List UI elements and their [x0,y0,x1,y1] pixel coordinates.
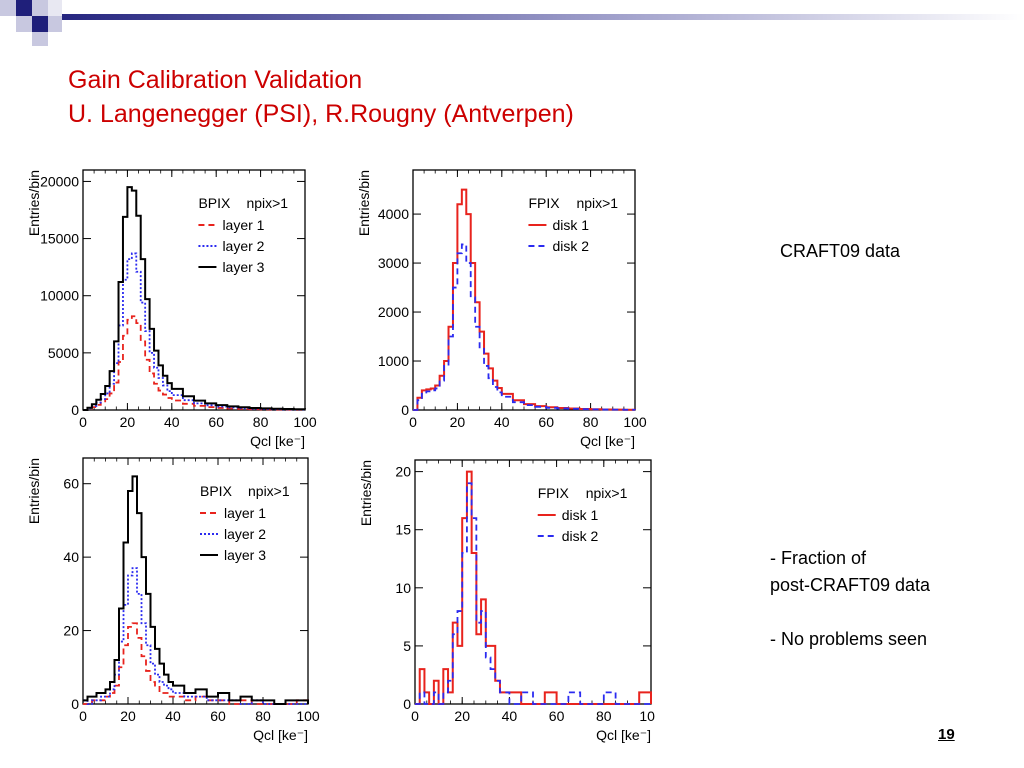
x-tick-label: 80 [255,708,271,724]
legend-entry: disk 2 [552,238,589,254]
page-number: 19 [938,726,955,743]
legend-annotation: npix>1 [246,195,288,211]
deco-square [32,0,48,16]
y-tick-label: 0 [403,696,411,712]
craft09-note: CRAFT09 data [780,241,901,261]
y-tick-label: 60 [63,476,79,492]
legend-title: BPIX [198,195,231,211]
y-axis-label: Entries/bin [356,170,372,236]
y-tick-label: 4000 [378,206,409,222]
x-tick-label: 40 [494,414,510,430]
y-tick-label: 20000 [40,173,79,189]
slide-title: Gain Calibration Validation [68,66,363,94]
x-tick-label: 20 [450,414,466,430]
header-gradient-bar [62,14,1024,20]
series-line-layer-2 [83,567,308,705]
plot-bpix-craft09: 0 20 40 60 80 100 0 5000 10000 15000 20000 Qcl [ke⁻… [26,169,317,449]
x-tick-label: 40 [165,708,181,724]
legend-annotation: npix>1 [248,483,290,499]
x-axis-label: Qcl [ke⁻] [580,433,635,449]
y-tick-label: 3000 [378,255,409,271]
x-axis-label: Qcl [ke⁻] [250,433,305,449]
y-tick-label: 0 [71,696,79,712]
y-tick-label: 1000 [378,353,409,369]
bullet-fraction: - Fraction of [770,548,867,568]
x-tick-label: 0 [79,414,87,430]
legend-entry: layer 1 [224,505,266,521]
legend-entry: layer 2 [224,526,266,542]
y-tick-label: 40 [63,549,79,565]
y-tick-label: 5 [403,638,411,654]
legend-entry: layer 3 [224,547,266,563]
legend-entry: disk 2 [562,528,599,544]
bullet-no-problems: - No problems seen [770,629,928,649]
y-tick-label: 10000 [40,288,79,304]
series-line-layer-3 [83,475,309,705]
y-tick-label: 15 [395,522,411,538]
y-axis-label: Entries/bin [26,458,42,524]
y-axis-label: Entries/bin [358,460,374,526]
legend-title: BPIX [200,483,233,499]
deco-square [16,0,32,16]
x-axis-label: Qcl [ke⁻] [596,727,651,743]
y-tick-label: 0 [71,402,79,418]
x-tick-label: 60 [208,414,224,430]
deco-square [48,16,62,32]
legend-entry: layer 1 [222,217,264,233]
x-tick-label: 100 [296,708,320,724]
legend-entry: disk 1 [552,217,589,233]
legend-title: FPIX [538,485,570,501]
x-tick-label: 20 [120,708,136,724]
x-tick-label: 0 [409,414,417,430]
legend-entry: layer 2 [222,238,264,254]
deco-square [48,0,62,16]
y-tick-label: 5000 [48,345,79,361]
slide-subtitle: U. Langenegger (PSI), R.Rougny (Antverpe… [68,100,574,128]
legend-entry: disk 1 [562,507,599,523]
legend-title: FPIX [528,195,560,211]
plot-fpix-post-craft09: 0 20 40 60 80 100 0 5 10 15 20 Qcl [ke⁻] Entries/bin… [358,459,655,743]
legend-annotation: npix>1 [586,485,628,501]
series-line-disk-2 [413,243,636,411]
y-tick-label: 20 [395,464,411,480]
series-line-layer-3 [83,186,306,411]
header-decoration [0,0,1024,46]
x-tick-label: 80 [583,414,599,430]
plot-bpix-post-craft09: 0 20 40 60 80 100 0 20 40 60 Qcl [ke⁻] Entries/bin B… [26,457,320,743]
x-tick-label: 100 [623,414,647,430]
x-tick-label: 40 [164,414,180,430]
x-tick-label: 80 [253,414,269,430]
legend-annotation: npix>1 [576,195,618,211]
y-tick-label: 20 [63,623,79,639]
x-tick-label: 20 [120,414,136,430]
series-line-disk-1 [415,470,652,705]
x-tick-label: 100 [639,708,655,724]
x-tick-label: 40 [502,708,518,724]
x-tick-label: 60 [210,708,226,724]
y-tick-label: 10 [395,580,411,596]
x-tick-label: 100 [293,414,317,430]
legend-entry: layer 3 [222,259,264,275]
x-tick-label: 60 [549,708,565,724]
y-tick-label: 2000 [378,304,409,320]
series-line-disk-1 [413,188,636,411]
x-tick-label: 80 [596,708,612,724]
x-tick-label: 60 [538,414,554,430]
y-axis-label: Entries/bin [26,170,42,236]
series-line-layer-2 [83,252,306,411]
deco-square [16,16,32,32]
y-tick-label: 15000 [40,231,79,247]
deco-square [32,32,48,46]
x-tick-label: 20 [454,708,470,724]
y-tick-label: 0 [401,402,409,418]
x-tick-label: 0 [411,708,419,724]
x-tick-label: 0 [79,708,87,724]
bullet-post-craft: post-CRAFT09 data [770,575,931,595]
deco-square [32,16,48,32]
deco-square [0,0,16,16]
series-line-disk-2 [415,482,651,705]
x-axis-label: Qcl [ke⁻] [253,727,308,743]
